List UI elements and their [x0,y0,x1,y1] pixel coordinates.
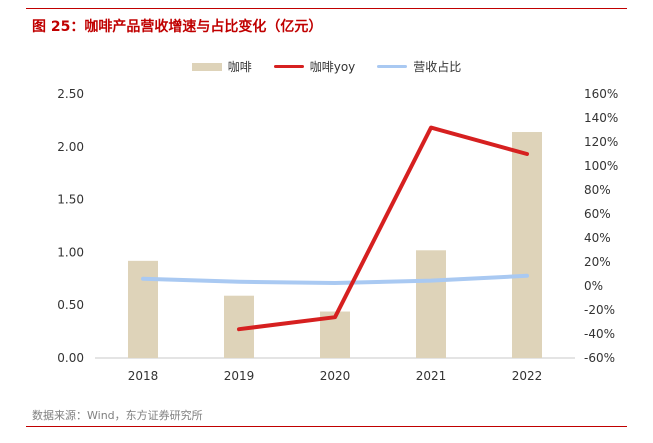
y-right-tick-label: 60% [584,207,611,221]
y-right-tick-label: -20% [584,303,615,317]
bottom-rule [26,426,627,427]
y-left-tick-label: 1.50 [57,193,84,207]
legend-item-share: 营收占比 [377,58,461,75]
series-line-share [141,273,529,285]
x-tick-label: 2021 [416,369,447,383]
legend-swatch-yoy [273,65,304,68]
bar [416,250,446,358]
bar [128,260,158,358]
bar [512,132,542,358]
y-right-tick-label: 40% [584,231,611,245]
figure-title: 图 25：咖啡产品营收增速与占比变化（亿元） [32,19,323,35]
x-tick-label: 2020 [320,369,351,383]
series-line-yoy [237,125,529,332]
y-right-tick-label: 80% [584,183,611,197]
y-left-tick-label: 1.00 [57,245,84,259]
legend-label-yoy: 咖啡yoy [309,60,356,74]
y-right-tick-label: -40% [584,327,615,341]
y-left-tick-label: 0.00 [57,351,84,365]
y-right-tick-label: 160% [584,87,618,101]
y-right-tick-label: 0% [584,279,603,293]
x-tick-label: 2019 [224,369,255,383]
legend-item-yoy: 咖啡yoy [273,58,356,75]
y-right-tick-label: 120% [584,135,618,149]
y-left-tick-label: 2.00 [57,140,84,154]
x-tick-label: 2018 [128,369,159,383]
source-note: 数据来源：Wind，东方证券研究所 [32,409,203,422]
legend-item-bar: 咖啡 [191,58,252,75]
legend-label-share: 营收占比 [413,60,462,74]
y-right-tick-label: -60% [584,351,615,365]
x-tick-label: 2022 [512,369,543,383]
legend-swatch-share [377,65,408,68]
legend-label-bar: 咖啡 [227,60,252,74]
y-left-tick-label: 0.50 [57,298,84,312]
y-left-tick-label: 2.50 [57,87,84,101]
chart-legend: 咖啡 咖啡yoy 营收占比 [0,58,653,75]
y-right-tick-label: 140% [584,111,618,125]
y-right-tick-label: 20% [584,255,611,269]
title-rule [26,8,627,9]
y-right-tick-label: 100% [584,159,618,173]
legend-swatch-bar [191,62,222,71]
